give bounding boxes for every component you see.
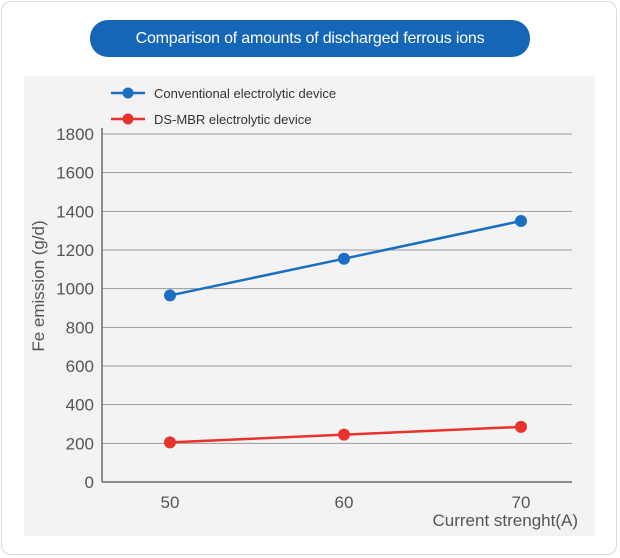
data-point-1-70 — [515, 215, 527, 227]
chart-title: Comparison of amounts of discharged ferr… — [135, 29, 485, 47]
data-point-1-50 — [164, 289, 176, 302]
data-point-1-60 — [338, 252, 350, 265]
y-tick-labels: 0 200 400 600 800 1000 1200 1400 1600 1800 — [56, 125, 94, 492]
y-tick-600: 600 — [66, 357, 94, 376]
chart-title-banner: Comparison of amounts of discharged ferr… — [90, 20, 530, 57]
x-tick-60: 60 — [335, 493, 354, 512]
y-tick-800: 800 — [66, 318, 94, 337]
legend: Conventional electrolytic device DS-MBR e… — [111, 86, 336, 127]
legend-label-1: Conventional electrolytic device — [154, 86, 336, 101]
y-tick-1800: 1800 — [56, 125, 94, 144]
y-tick-200: 200 — [66, 434, 94, 453]
plot-panel — [24, 76, 595, 536]
axes — [101, 128, 572, 483]
y-tick-1600: 1600 — [56, 164, 94, 183]
y-tick-1400: 1400 — [56, 202, 94, 221]
y-tick-1200: 1200 — [56, 241, 94, 260]
data-point-2-50 — [164, 436, 176, 449]
gridlines — [102, 133, 572, 444]
data-point-2-60 — [338, 428, 350, 441]
series-group — [164, 215, 527, 449]
y-tick-0: 0 — [85, 473, 94, 492]
x-tick-50: 50 — [161, 493, 180, 512]
x-axis-label: Current strenght(A) — [433, 511, 579, 530]
legend-marker-2 — [122, 113, 134, 125]
y-tick-400: 400 — [66, 396, 94, 415]
x-tick-70: 70 — [512, 493, 531, 512]
y-axis-label: Fe emission (g/d) — [29, 220, 48, 351]
x-tick-labels: 50 60 70 — [161, 493, 531, 512]
y-tick-1000: 1000 — [56, 280, 94, 299]
legend-marker-1 — [122, 87, 134, 99]
legend-label-2: DS-MBR electrolytic device — [154, 112, 312, 127]
data-point-2-70 — [515, 420, 527, 433]
